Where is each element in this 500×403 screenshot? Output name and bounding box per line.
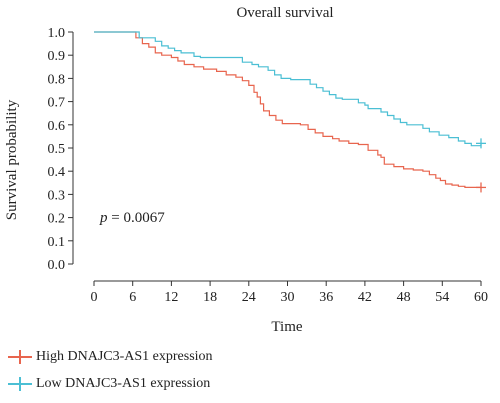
- p-symbol: p: [99, 210, 108, 226]
- survival-curve-low: [94, 31, 482, 147]
- x-tick-label: 24: [242, 290, 256, 305]
- low-series-marker-icon: [8, 377, 32, 391]
- x-tick-label: 54: [435, 290, 449, 305]
- y-tick-label: 0.0: [48, 258, 66, 273]
- y-tick-label: 0.7: [48, 96, 66, 111]
- y-tick-label: 0.5: [48, 142, 66, 157]
- legend-item-low: Low DNAJC3-AS1 expression: [8, 376, 210, 392]
- x-tick-label: 0: [91, 290, 98, 305]
- survival-curve-high: [94, 31, 481, 188]
- x-tick-label: 18: [203, 290, 217, 305]
- y-tick-label: 1.0: [48, 26, 66, 41]
- y-axis-label: Survival probability: [4, 99, 20, 220]
- x-tick-label: 36: [319, 290, 333, 305]
- y-tick-label: 0.3: [48, 188, 66, 203]
- plot-area: [94, 31, 486, 193]
- p-value-text: = 0.0067: [108, 210, 166, 226]
- x-tick-label: 60: [474, 290, 488, 305]
- legend-label-high: High DNAJC3-AS1 expression: [36, 349, 213, 364]
- y-tick-label: 0.1: [48, 235, 66, 250]
- high-series-marker-icon: [8, 350, 32, 364]
- x-axis-label: Time: [271, 319, 302, 335]
- y-tick-label: 0.8: [48, 72, 66, 87]
- chart-title: Overall survival: [236, 5, 333, 21]
- legend-label-low: Low DNAJC3-AS1 expression: [36, 376, 211, 391]
- x-tick-label: 42: [358, 290, 372, 305]
- y-tick-label: 0.4: [48, 165, 66, 180]
- x-tick-label: 30: [281, 290, 295, 305]
- axes: 0.0 0.1 0.2 0.3 0.4 0.5 0.6 0.7 0.8 0.9 1.0 0 6 12 18 2…: [48, 26, 489, 305]
- p-value-annotation: p = 0.0067: [99, 210, 165, 226]
- x-tick-label: 6: [129, 290, 136, 305]
- x-tick-label: 12: [164, 290, 178, 305]
- y-tick-label: 0.9: [48, 49, 66, 64]
- legend-item-high: High DNAJC3-AS1 expression: [8, 349, 213, 365]
- x-tick-label: 48: [397, 290, 411, 305]
- y-tick-label: 0.6: [48, 119, 66, 134]
- y-tick-label: 0.2: [48, 212, 66, 227]
